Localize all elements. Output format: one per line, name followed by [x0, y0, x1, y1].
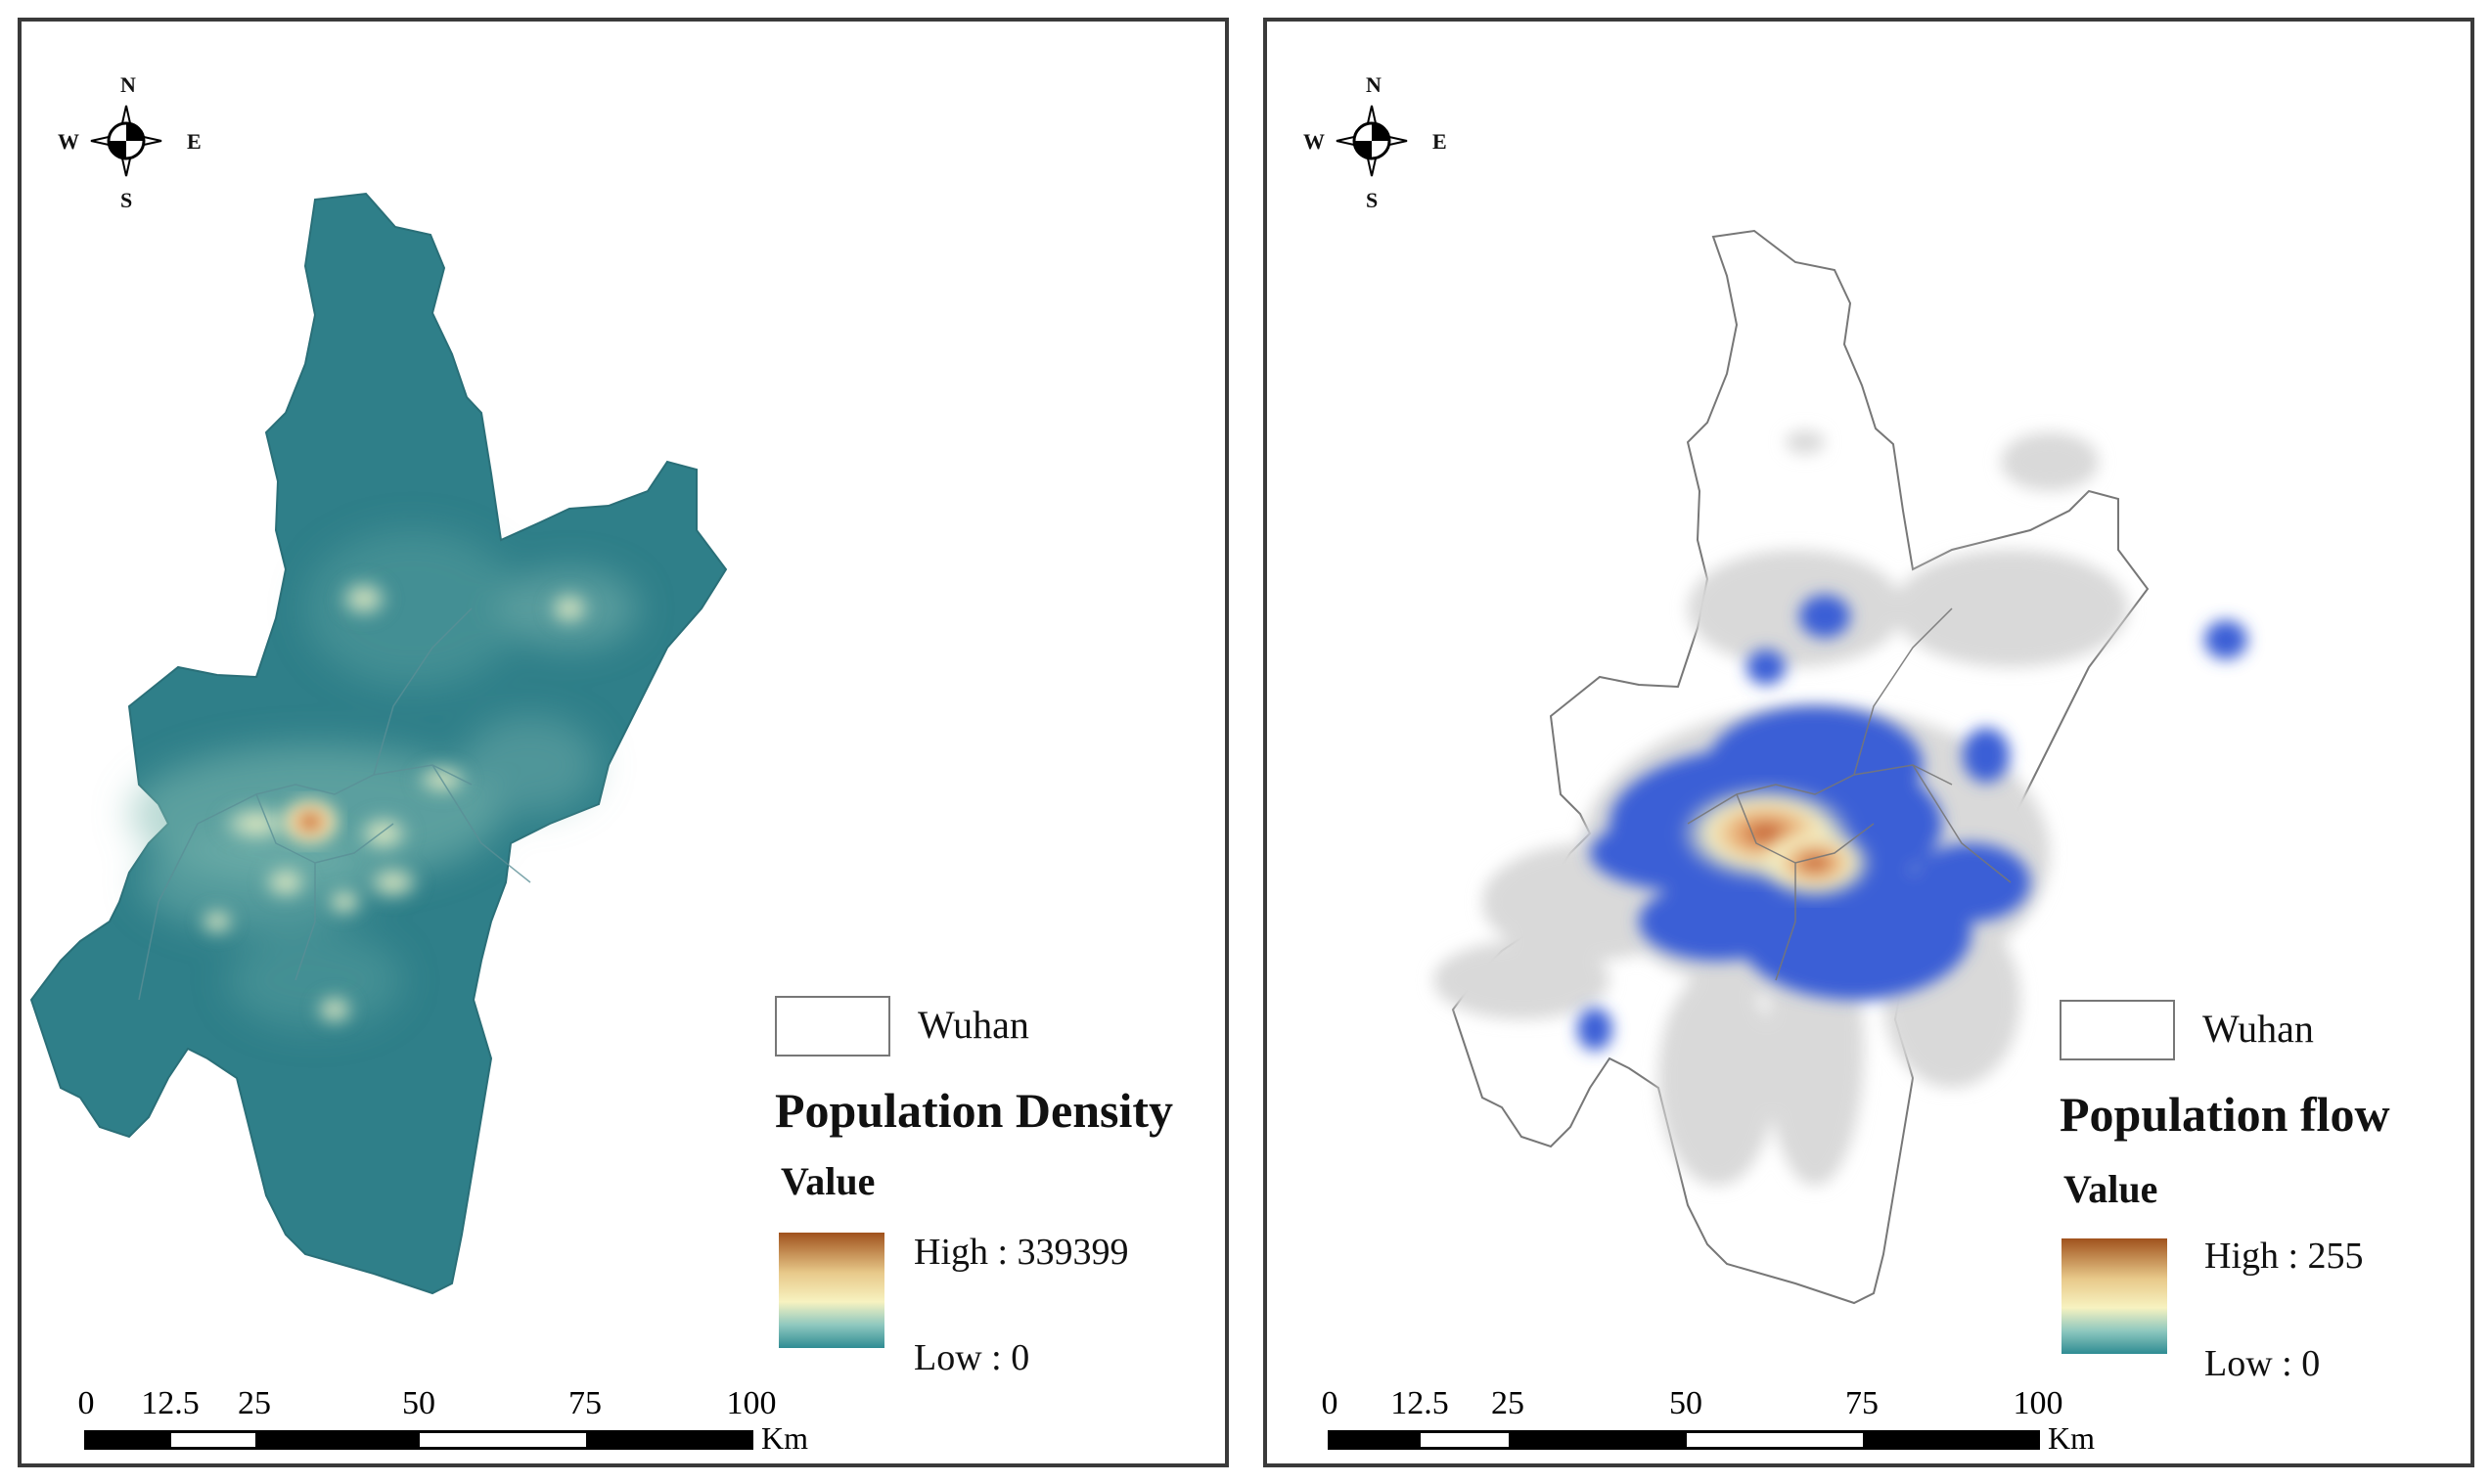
legend-region-name: Wuhan [2202, 1007, 2314, 1051]
scale-tick-75: 75 [1845, 1385, 1879, 1421]
scale-tick-12-5: 12.5 [1390, 1385, 1449, 1421]
legend-title: Population Density [775, 1083, 1174, 1138]
population-density-map-panel: N S W E Wuhan Population Density Value H… [18, 18, 1229, 1467]
density-light-areas [129, 530, 638, 1029]
flow-map [1433, 229, 2247, 1305]
scale-tick-100: 100 [726, 1385, 777, 1421]
district-boundaries [138, 607, 531, 1001]
compass-rose: N S W E [46, 57, 212, 233]
legend-high-label: High : 255 [2204, 1236, 2364, 1277]
scale-tick-25: 25 [1491, 1385, 1524, 1421]
scale-bar-graphic [84, 1430, 753, 1450]
scale-tick-50: 50 [1669, 1385, 1702, 1421]
wuhan-region [29, 192, 728, 1295]
density-peak [279, 796, 341, 847]
population-flow-map-panel: N S W E Wuhan Population flow Value High… [1263, 18, 2474, 1467]
color-ramp [2062, 1238, 2167, 1354]
legend-title: Population flow [2060, 1087, 2390, 1142]
legend-value-label: Value [2063, 1167, 2158, 1211]
legend-high-label: High : 339399 [914, 1232, 1129, 1273]
scale-tick-50: 50 [402, 1385, 435, 1421]
scale-tick-0: 0 [1321, 1385, 1338, 1421]
legend-outline-swatch [2060, 1000, 2175, 1060]
legend-value-label: Value [781, 1159, 876, 1203]
compass-north: N [1366, 72, 1382, 97]
scale-tick-25: 25 [238, 1385, 271, 1421]
compass-rose-icon [1336, 105, 1408, 177]
compass-west: W [1303, 129, 1325, 154]
scale-unit: Km [761, 1420, 808, 1456]
compass-north: N [120, 72, 136, 97]
compass-rose-icon [90, 105, 162, 177]
compass-east: E [187, 129, 202, 154]
scale-tick-100: 100 [2013, 1385, 2063, 1421]
scale-unit: Km [2048, 1420, 2095, 1456]
flow-district-boundaries [1687, 607, 2012, 981]
legend-low-label: Low : 0 [914, 1337, 1030, 1378]
flow-secondary-peak [1756, 826, 1874, 900]
compass-east: E [1432, 129, 1447, 154]
compass-rose: N S W E [1291, 57, 1458, 233]
color-ramp [779, 1233, 884, 1348]
density-map [29, 192, 728, 1295]
compass-south: S [120, 188, 133, 212]
legend-outline-swatch [775, 996, 890, 1057]
scale-tick-12-5: 12.5 [141, 1385, 200, 1421]
scale-bar-graphic [1328, 1430, 2040, 1450]
scale-tick-0: 0 [77, 1385, 95, 1421]
legend-region-name: Wuhan [918, 1003, 1029, 1047]
compass-south: S [1366, 188, 1379, 212]
density-hotspots [198, 577, 593, 1027]
scale-tick-75: 75 [568, 1385, 602, 1421]
legend-low-label: Low : 0 [2204, 1343, 2321, 1384]
compass-west: W [58, 129, 79, 154]
